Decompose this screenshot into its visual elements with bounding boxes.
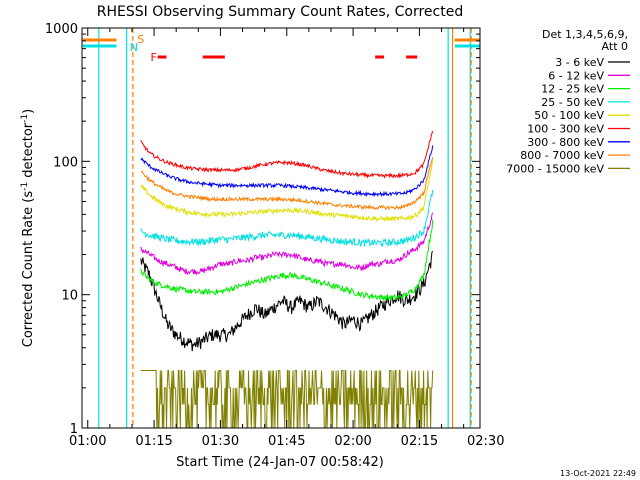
y-axis-label-end: ): [21, 109, 36, 114]
series-line: [140, 160, 434, 222]
legend-entry-label: 50 - 100 keV: [534, 109, 604, 122]
y-tick-label: 10: [61, 289, 78, 304]
flag-label-f: F: [151, 51, 157, 64]
series-line: [140, 156, 434, 211]
y-axis-label: Corrected Count Rate (s-1 detector-1): [20, 109, 36, 347]
series-line: [140, 130, 434, 179]
series-line: [140, 189, 434, 248]
series-line: [140, 250, 434, 352]
x-tick-label: 01:00: [69, 434, 106, 449]
x-tick-label: 02:15: [401, 434, 438, 449]
series-line: [140, 219, 434, 302]
y-axis-label-main: Corrected Count Rate (s: [21, 191, 36, 348]
legend-entry-label: 12 - 25 keV: [541, 83, 604, 96]
legend-entry-label: 100 - 300 keV: [527, 123, 604, 136]
legend-entry-label: 6 - 12 keV: [548, 69, 604, 82]
legend-entry-label: 300 - 800 keV: [527, 136, 604, 149]
y-tick-label: 1: [70, 422, 78, 437]
series-line: [140, 212, 434, 276]
y-axis-label-sup1: -1: [20, 182, 30, 191]
series-line: [140, 145, 434, 198]
legend-entry-label: 3 - 6 keV: [555, 56, 604, 69]
legend-entry-label: 25 - 50 keV: [541, 96, 604, 109]
chart-title: RHESSI Observing Summary Count Rates, Co…: [97, 4, 463, 20]
flag-label-n: N: [130, 41, 138, 54]
x-axis-label: Start Time (24-Jan-07 00:58:42): [176, 455, 384, 470]
y-tick-label: 1000: [45, 22, 78, 37]
x-tick-label: 01:45: [268, 434, 305, 449]
axes: 1 10 100 1000 01:00 01:15 01:30 01:45 02:00 02:15…: [45, 22, 505, 449]
legend-header-line2: Att 0: [602, 40, 628, 53]
y-tick-label: 100: [53, 155, 78, 170]
y-axis-label-sup2: -1: [20, 114, 30, 123]
flag-label-s: S: [137, 33, 144, 46]
plot-frame: [81, 27, 481, 429]
legend-entry-label: 800 - 7000 keV: [520, 149, 604, 162]
y-axis-label-mid: detector: [21, 122, 36, 182]
legend-entry-label: 7000 - 15000 keV: [506, 162, 604, 175]
plot-area: SNF: [82, 28, 480, 429]
x-tick-label: 01:15: [135, 434, 172, 449]
x-tick-label: 02:00: [334, 434, 371, 449]
x-tick-label: 01:30: [202, 434, 239, 449]
footer-timestamp: 13-Oct-2021 22:49: [560, 469, 636, 478]
legend-header-line1: Det 1,3,4,5,6,9,: [542, 28, 628, 41]
x-tick-label: 02:30: [467, 434, 504, 449]
